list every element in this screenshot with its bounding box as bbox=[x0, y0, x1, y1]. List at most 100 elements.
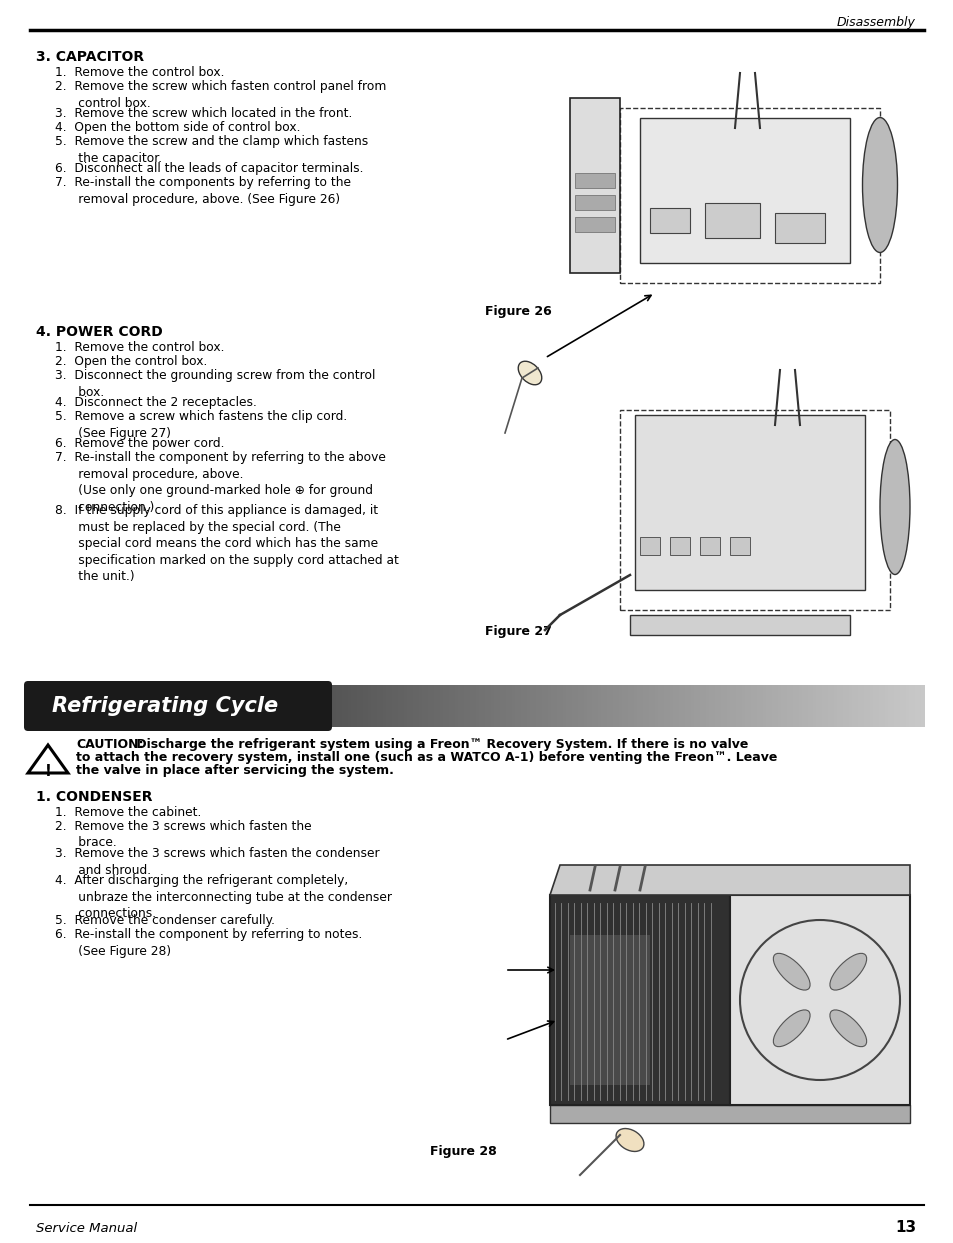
Bar bbox=[233, 685, 238, 727]
Text: 5.  Remove a screw which fastens the clip cord.
      (See Figure 27): 5. Remove a screw which fastens the clip… bbox=[55, 410, 347, 440]
Bar bbox=[148, 685, 152, 727]
Bar bbox=[893, 685, 897, 727]
FancyBboxPatch shape bbox=[24, 681, 332, 731]
Bar bbox=[270, 685, 274, 727]
Bar bbox=[866, 685, 870, 727]
Bar bbox=[383, 685, 387, 727]
Bar bbox=[777, 685, 781, 727]
Bar bbox=[720, 685, 724, 727]
Bar bbox=[246, 685, 250, 727]
Ellipse shape bbox=[862, 118, 897, 252]
Bar bbox=[747, 685, 751, 727]
Bar bbox=[257, 685, 262, 727]
Bar bbox=[536, 685, 539, 727]
Bar bbox=[34, 685, 38, 727]
Bar bbox=[673, 685, 677, 727]
Polygon shape bbox=[550, 865, 909, 895]
Bar bbox=[79, 685, 83, 727]
Text: the valve in place after servicing the system.: the valve in place after servicing the s… bbox=[76, 764, 394, 777]
Text: 1. CONDENSER: 1. CONDENSER bbox=[36, 791, 152, 804]
Bar bbox=[741, 685, 745, 727]
Bar bbox=[127, 685, 131, 727]
Bar bbox=[855, 685, 859, 727]
Bar bbox=[201, 685, 205, 727]
Bar bbox=[529, 685, 533, 727]
Bar bbox=[457, 685, 461, 727]
Bar bbox=[505, 685, 509, 727]
Bar bbox=[616, 685, 619, 727]
Bar bbox=[476, 685, 479, 727]
Text: Figure 27: Figure 27 bbox=[484, 625, 551, 638]
Bar bbox=[132, 685, 136, 727]
Bar bbox=[228, 685, 232, 727]
Bar bbox=[917, 685, 921, 727]
Bar bbox=[782, 685, 787, 727]
Bar bbox=[58, 685, 62, 727]
Bar bbox=[520, 685, 524, 727]
Bar bbox=[532, 685, 537, 727]
Bar bbox=[669, 685, 674, 727]
Bar bbox=[434, 685, 437, 727]
Text: Service Manual: Service Manual bbox=[36, 1222, 137, 1234]
Bar bbox=[85, 685, 89, 727]
Bar bbox=[425, 685, 429, 727]
Bar bbox=[141, 685, 145, 727]
Bar bbox=[398, 685, 402, 727]
Bar bbox=[774, 685, 778, 727]
Bar bbox=[700, 685, 703, 727]
Bar bbox=[827, 685, 832, 727]
Bar bbox=[900, 685, 903, 727]
Bar bbox=[592, 685, 596, 727]
Bar bbox=[338, 685, 342, 727]
FancyBboxPatch shape bbox=[619, 410, 889, 610]
Bar bbox=[801, 685, 804, 727]
Bar bbox=[359, 685, 363, 727]
Bar bbox=[577, 685, 581, 727]
Bar bbox=[281, 685, 286, 727]
Bar bbox=[575, 173, 615, 188]
Bar bbox=[314, 685, 318, 727]
Bar bbox=[705, 685, 709, 727]
Bar bbox=[810, 685, 814, 727]
Bar bbox=[845, 685, 849, 727]
Bar bbox=[789, 685, 793, 727]
Bar bbox=[162, 685, 166, 727]
Bar bbox=[842, 685, 846, 727]
Bar bbox=[792, 685, 796, 727]
Bar bbox=[508, 685, 513, 727]
Bar bbox=[729, 685, 733, 727]
Bar bbox=[189, 685, 193, 727]
Text: Discharge the refrigerant system using a Freon™ Recovery System. If there is no : Discharge the refrigerant system using a… bbox=[132, 738, 747, 751]
Bar bbox=[837, 685, 841, 727]
Bar bbox=[875, 685, 880, 727]
Bar bbox=[600, 685, 605, 727]
Bar bbox=[679, 685, 682, 727]
Bar bbox=[765, 685, 769, 727]
Ellipse shape bbox=[879, 440, 909, 574]
Bar bbox=[911, 685, 915, 727]
Bar bbox=[193, 685, 196, 727]
Text: 3. CAPACITOR: 3. CAPACITOR bbox=[36, 50, 144, 63]
Ellipse shape bbox=[517, 362, 541, 385]
Bar bbox=[216, 685, 220, 727]
Bar bbox=[624, 685, 629, 727]
Bar bbox=[428, 685, 432, 727]
Text: 7.  Re-install the components by referring to the
      removal procedure, above: 7. Re-install the components by referrin… bbox=[55, 177, 351, 205]
Bar bbox=[666, 685, 670, 727]
Bar bbox=[887, 685, 891, 727]
Bar bbox=[207, 685, 211, 727]
Bar bbox=[243, 685, 247, 727]
Bar bbox=[523, 685, 527, 727]
Bar bbox=[571, 685, 575, 727]
Text: 2.  Open the control box.: 2. Open the control box. bbox=[55, 355, 207, 368]
Bar bbox=[156, 685, 160, 727]
Bar bbox=[422, 685, 426, 727]
Bar bbox=[323, 685, 327, 727]
Bar bbox=[478, 685, 482, 727]
Bar bbox=[130, 685, 133, 727]
Bar bbox=[491, 685, 495, 727]
Bar bbox=[759, 685, 763, 727]
Bar bbox=[550, 685, 554, 727]
Bar bbox=[658, 685, 661, 727]
Text: CAUTION:: CAUTION: bbox=[76, 738, 143, 751]
